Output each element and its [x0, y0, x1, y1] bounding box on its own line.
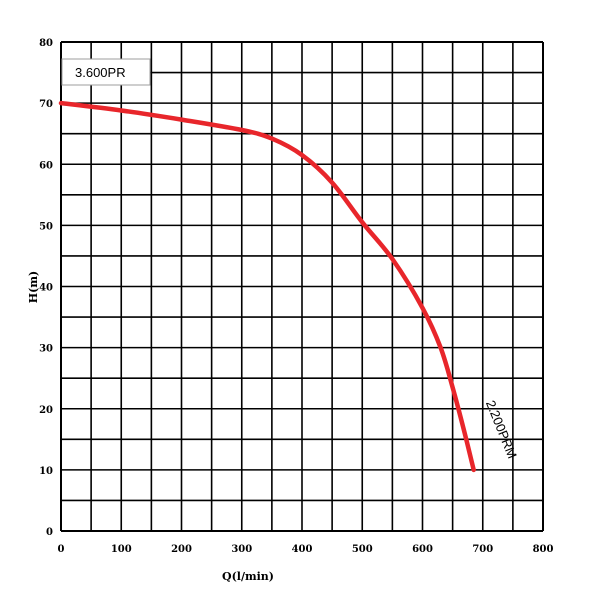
y-axis-label: H(m)	[27, 271, 40, 303]
x-tick-label: 0	[58, 544, 65, 555]
x-tick-label: 300	[231, 544, 252, 555]
x-tick-label: 400	[292, 544, 313, 555]
x-axis-label: Q(l/min)	[222, 570, 274, 583]
series-line-0	[58, 100, 476, 473]
y-tick-label: 20	[39, 405, 53, 416]
x-tick-label: 700	[472, 544, 493, 555]
rpm-badge: 3.600PR	[61, 58, 151, 86]
y-tick-label: 60	[39, 160, 53, 171]
x-tick-label: 500	[352, 544, 373, 555]
y-tick-label: 40	[39, 283, 53, 294]
y-tick-label: 30	[39, 344, 53, 355]
y-tick-label: 70	[39, 99, 53, 110]
rpm-badge-box	[61, 58, 151, 86]
x-tick-labels: 0 100 200 300 400 500 600 700 800	[58, 544, 554, 555]
y-tick-label: 80	[39, 38, 53, 49]
x-tick-label: 600	[412, 544, 433, 555]
y-tick-label: 10	[39, 466, 53, 477]
x-tick-label: 800	[533, 544, 554, 555]
y-tick-label: 0	[46, 527, 53, 538]
x-tick-label: 100	[111, 544, 132, 555]
grid	[60, 41, 544, 532]
y-tick-labels: 0 10 20 30 40 50 60 70 80	[39, 38, 53, 538]
rpm-badge-text: 3.600PR	[75, 65, 126, 80]
x-tick-label: 200	[171, 544, 192, 555]
series-layer	[58, 100, 476, 473]
y-tick-label: 50	[39, 221, 53, 232]
